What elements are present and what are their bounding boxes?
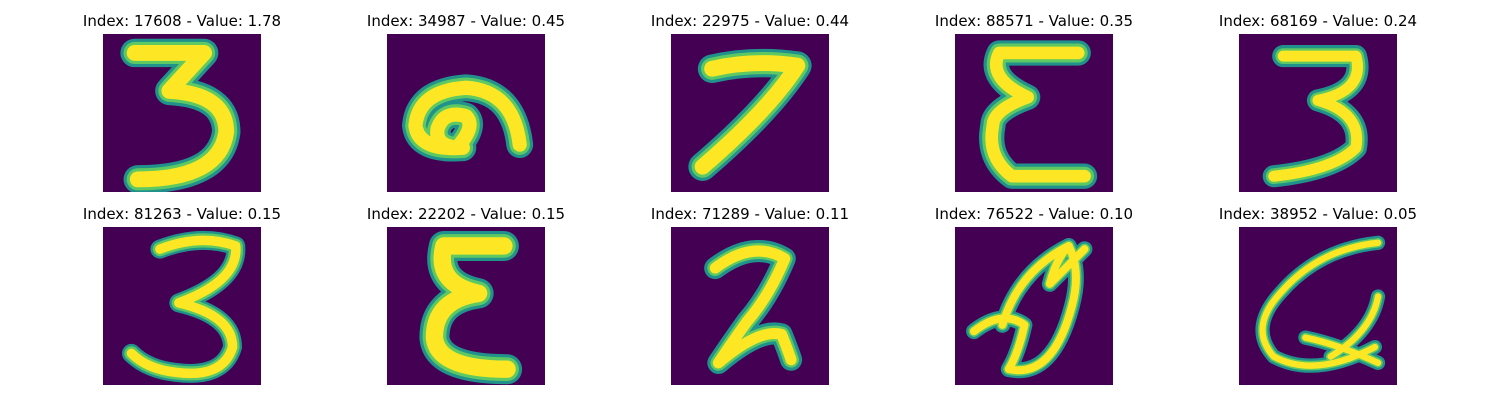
digit-image <box>103 227 261 385</box>
panel-4: Index: 68169 - Value: 0.24 <box>1198 10 1438 200</box>
digit-image <box>1239 34 1397 192</box>
panel-title: Index: 34987 - Value: 0.45 <box>366 12 566 30</box>
panel-9: Index: 38952 - Value: 0.05 <box>1198 203 1438 393</box>
panel-title: Index: 38952 - Value: 0.05 <box>1218 205 1418 223</box>
panel-title: Index: 17608 - Value: 1.78 <box>82 12 282 30</box>
panel-6: Index: 22202 - Value: 0.15 <box>346 203 586 393</box>
panel-title: Index: 22975 - Value: 0.44 <box>650 12 850 30</box>
panel-8: Index: 76522 - Value: 0.10 <box>914 203 1154 393</box>
digit-image <box>387 227 545 385</box>
panel-0: Index: 17608 - Value: 1.78 <box>62 10 302 200</box>
panel-title: Index: 88571 - Value: 0.35 <box>934 12 1134 30</box>
digit-image <box>1239 227 1397 385</box>
panel-title: Index: 81263 - Value: 0.15 <box>82 205 282 223</box>
panel-title: Index: 71289 - Value: 0.11 <box>650 205 850 223</box>
panel-2: Index: 22975 - Value: 0.44 <box>630 10 870 200</box>
panel-7: Index: 71289 - Value: 0.11 <box>630 203 870 393</box>
digit-image <box>955 227 1113 385</box>
panel-title: Index: 22202 - Value: 0.15 <box>366 205 566 223</box>
panel-1: Index: 34987 - Value: 0.45 <box>346 10 586 200</box>
panel-title: Index: 76522 - Value: 0.10 <box>934 205 1134 223</box>
digit-image <box>671 227 829 385</box>
panel-title: Index: 68169 - Value: 0.24 <box>1218 12 1418 30</box>
digit-image <box>671 34 829 192</box>
panel-3: Index: 88571 - Value: 0.35 <box>914 10 1154 200</box>
digit-image <box>103 34 261 192</box>
digit-image <box>387 34 545 192</box>
panel-5: Index: 81263 - Value: 0.15 <box>62 203 302 393</box>
digit-image <box>955 34 1113 192</box>
